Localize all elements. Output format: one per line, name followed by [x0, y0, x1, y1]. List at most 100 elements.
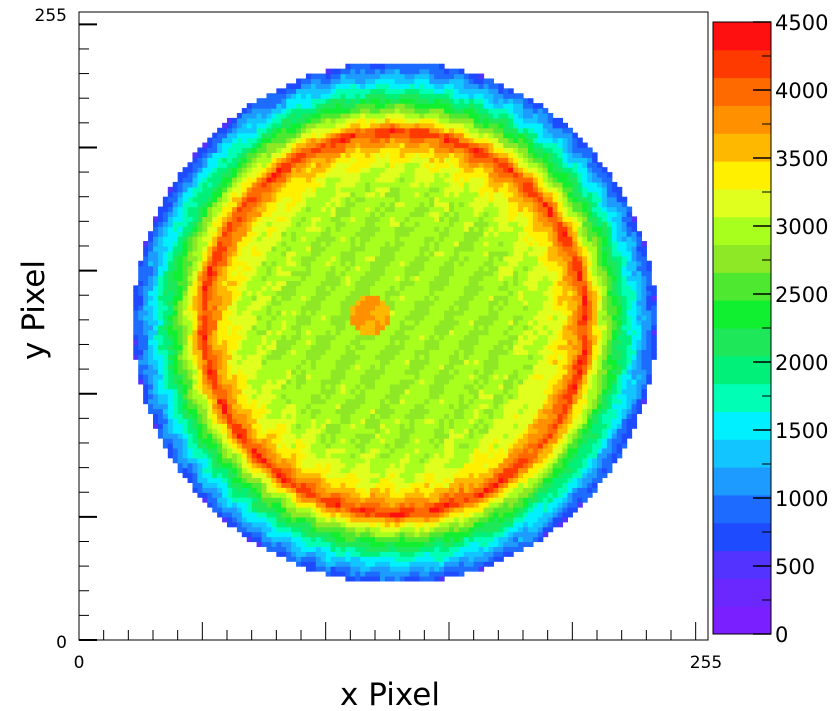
- heatmap-cell: [473, 374, 480, 380]
- heatmap-cell: [335, 413, 342, 419]
- heatmap-cell: [547, 295, 554, 301]
- heatmap-cell: [325, 556, 332, 562]
- heatmap-cell: [567, 364, 573, 370]
- heatmap-cell: [340, 507, 346, 513]
- heatmap-cell: [335, 531, 342, 538]
- heatmap-cell: [281, 502, 287, 508]
- heatmap-cell: [567, 507, 573, 513]
- heatmap-cell: [449, 438, 455, 444]
- heatmap-cell: [572, 309, 578, 316]
- heatmap-cell: [439, 492, 445, 498]
- heatmap-cell: [350, 442, 356, 449]
- heatmap-cell: [414, 442, 420, 449]
- heatmap-cell: [296, 492, 302, 498]
- heatmap-cell: [552, 477, 559, 483]
- heatmap-cell: [389, 428, 396, 434]
- heatmap-cell: [552, 329, 559, 336]
- heatmap-cell: [389, 305, 396, 311]
- heatmap-cell: [212, 344, 218, 350]
- heatmap-cell: [508, 442, 514, 449]
- heatmap-cell: [251, 507, 258, 513]
- heatmap-cell: [463, 403, 470, 410]
- heatmap-cell: [513, 541, 519, 548]
- heatmap-cell: [611, 433, 618, 439]
- heatmap-cell: [286, 516, 292, 523]
- heatmap-cell: [468, 502, 475, 508]
- heatmap-cell: [320, 487, 327, 493]
- heatmap-cell: [453, 536, 460, 543]
- heatmap-cell: [375, 344, 381, 350]
- heatmap-cell: [518, 546, 524, 552]
- heatmap-cell: [207, 472, 213, 479]
- heatmap-cell: [305, 334, 312, 341]
- heatmap-cell: [458, 428, 465, 434]
- heatmap-cell: [562, 418, 568, 424]
- heatmap-cell: [301, 492, 307, 498]
- heatmap-cell: [167, 433, 174, 439]
- heatmap-cell: [256, 364, 263, 370]
- heatmap-cell: [592, 354, 598, 360]
- heatmap-cell: [463, 438, 470, 444]
- heatmap-cell: [325, 482, 332, 488]
- heatmap-cell: [296, 354, 302, 360]
- heatmap-cell: [345, 433, 351, 439]
- heatmap-cell: [493, 423, 499, 429]
- heatmap-cell: [355, 497, 361, 503]
- heatmap-cell: [453, 447, 460, 454]
- heatmap-cell: [483, 487, 490, 493]
- heatmap-cell: [365, 393, 371, 400]
- heatmap-cell: [212, 354, 218, 360]
- heatmap-cell: [330, 305, 337, 311]
- heatmap-cell: [582, 497, 588, 503]
- heatmap-cell: [611, 349, 618, 355]
- heatmap-cell: [276, 398, 282, 405]
- heatmap-cell: [616, 383, 623, 390]
- heatmap-cell: [414, 314, 420, 321]
- heatmap-cell: [261, 492, 268, 498]
- heatmap-cell: [444, 344, 450, 350]
- heatmap-cell: [473, 403, 480, 410]
- heatmap-cell: [409, 467, 416, 474]
- heatmap-cell: [261, 482, 268, 488]
- heatmap-cell: [424, 418, 430, 424]
- heatmap-cell: [301, 521, 307, 528]
- heatmap-cell: [266, 442, 272, 449]
- heatmap-cell: [439, 388, 445, 395]
- heatmap-cell: [394, 334, 401, 341]
- heatmap-cell: [542, 339, 549, 346]
- heatmap-cell: [227, 334, 233, 341]
- heatmap-cell: [251, 457, 258, 464]
- heatmap-cell: [394, 511, 401, 518]
- heatmap-cell: [153, 329, 159, 336]
- heatmap-cell: [424, 403, 430, 410]
- heatmap-cell: [542, 413, 549, 419]
- heatmap-cell: [621, 329, 628, 336]
- heatmap-cell: [350, 403, 356, 410]
- heatmap-cell: [463, 309, 470, 316]
- heatmap-cell: [468, 452, 475, 459]
- heatmap-cell: [429, 482, 435, 488]
- heatmap-cell: [488, 398, 494, 405]
- heatmap-cell: [582, 418, 588, 424]
- heatmap-cell: [291, 433, 297, 439]
- heatmap-cell: [399, 452, 406, 459]
- heatmap-cell: [592, 349, 598, 355]
- heatmap-cell: [365, 571, 371, 577]
- heatmap-cell: [547, 467, 554, 474]
- heatmap-cell: [187, 339, 194, 346]
- heatmap-cell: [370, 442, 376, 449]
- heatmap-cell: [468, 324, 475, 331]
- heatmap-cell: [552, 521, 559, 528]
- heatmap-cell: [473, 521, 480, 528]
- heatmap-cell: [498, 374, 504, 380]
- heatmap-cell: [227, 339, 233, 346]
- heatmap-cell: [439, 521, 445, 528]
- heatmap-cell: [429, 413, 435, 419]
- heatmap-cell: [167, 359, 174, 365]
- heatmap-cell: [276, 487, 282, 493]
- heatmap-cell: [335, 497, 342, 503]
- heatmap-cell: [631, 418, 638, 424]
- heatmap-cell: [537, 319, 544, 326]
- heatmap-cell: [439, 457, 445, 464]
- heatmap-cell: [231, 482, 238, 488]
